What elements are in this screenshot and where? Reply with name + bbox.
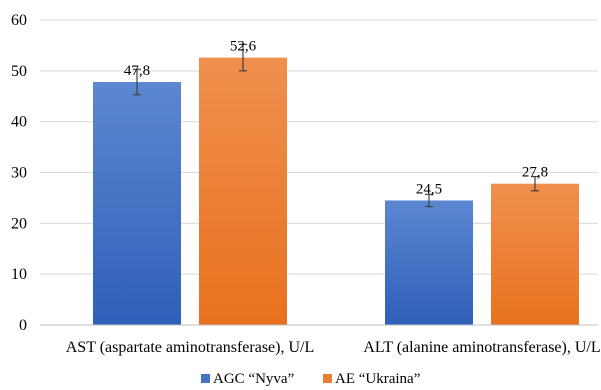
bar [385, 200, 473, 325]
legend-swatch [201, 374, 210, 383]
data-label: 27,8 [522, 165, 548, 181]
y-tick-label: 10 [11, 266, 27, 283]
data-label: 24,5 [416, 181, 442, 197]
bars [93, 57, 579, 326]
legend-label: AGC “Nyva” [213, 371, 294, 387]
y-tick-label: 40 [11, 114, 27, 131]
y-tick-label: 50 [11, 63, 27, 80]
legend-label: AE “Ukraina” [335, 371, 420, 387]
x-category-label: ALT (alanine aminotransferase), U/L [363, 339, 600, 356]
y-tick-label: 20 [11, 215, 27, 232]
y-tick-label: 0 [19, 317, 27, 334]
data-label: 47,8 [124, 63, 150, 79]
y-tick-label: 60 [11, 12, 27, 29]
data-labels: 47,8 52,6 24,5 27,8 [124, 39, 548, 198]
data-label: 52,6 [230, 39, 257, 55]
legend-swatch [323, 374, 332, 383]
bar [491, 183, 579, 325]
legend: AGC “Nyva” AE “Ukraina” [201, 371, 420, 387]
x-category-label: AST (aspartate aminotransferase), U/L [66, 339, 315, 356]
bar [199, 57, 287, 325]
y-tick-label: 30 [11, 165, 27, 182]
y-axis-ticks: 0 10 20 30 40 50 60 [11, 12, 27, 334]
error-bars [133, 43, 539, 208]
bar [93, 82, 181, 326]
x-axis-categories: AST (aspartate aminotransferase), U/L ALT… [66, 339, 601, 356]
